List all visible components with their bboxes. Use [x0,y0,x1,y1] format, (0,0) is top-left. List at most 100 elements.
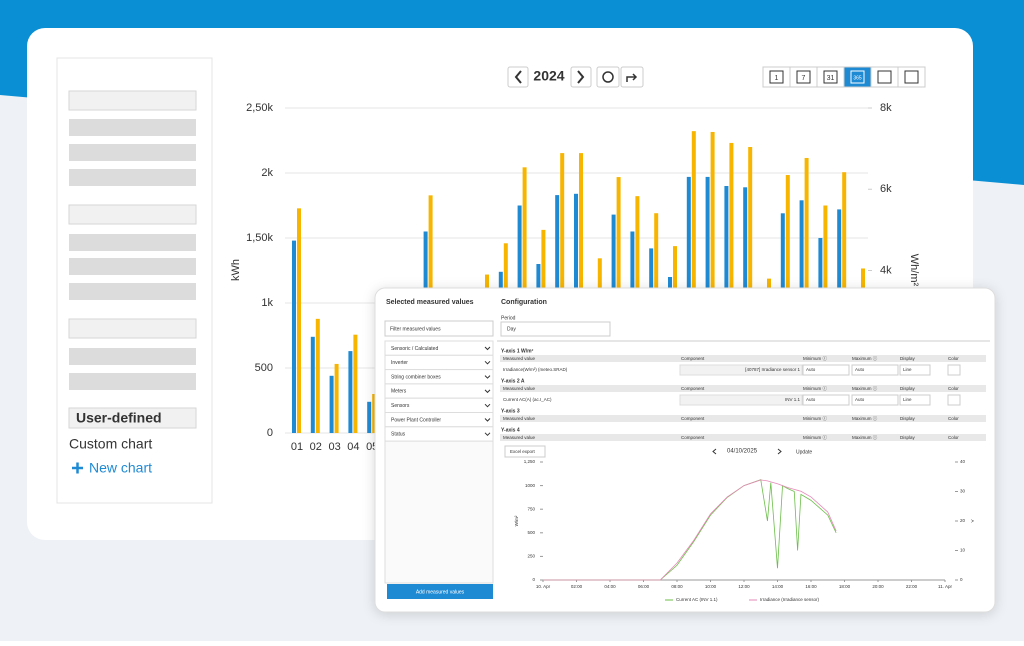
active-item[interactable] [68,407,197,429]
axis-title: Y-axis 4 [501,427,520,433]
column-header: Maximum ⓘ [852,355,878,362]
bar [297,208,301,433]
view-label: 1 [775,75,779,82]
y-tick-label: 0 [532,577,535,582]
component: INV 1.1 [785,397,801,402]
input[interactable] [851,394,899,406]
y-tick-label: 1,50k [246,232,273,244]
display-select[interactable] [899,394,931,406]
color-swatch[interactable] [947,394,961,406]
line [543,479,837,581]
input-value: Auto [806,367,816,372]
x-tick-label: 16:00 [805,584,817,589]
button[interactable] [570,66,592,88]
y2-tick-label: 10 [960,548,966,553]
new-chart[interactable]: New chart [89,460,152,476]
placeholder [68,318,197,339]
column-header: Component [681,356,705,361]
bar [310,336,315,433]
x-tick-label: 03 [328,441,340,453]
chevron [484,418,491,422]
x-tick-label: 18:00 [839,584,851,589]
y-tick-label: 0 [267,427,273,439]
y-tick-label: 500 [527,530,535,535]
group-label: Meters [391,389,407,395]
bar [691,131,696,433]
input[interactable] [802,364,850,376]
refresh-icon [602,71,614,83]
display-select[interactable] [899,364,931,376]
plus-icon [72,462,83,474]
placeholder [69,283,196,300]
bar [710,131,715,433]
input-value: Auto [806,397,816,402]
y2-tick-label: 0 [960,577,963,582]
column-header: Measured value [503,356,536,361]
y-axis-label: W/m² [514,515,519,526]
bar [372,394,377,433]
bar [348,351,353,433]
add-button[interactable] [387,584,493,599]
column-header: Measured value [503,435,536,440]
component-field [679,364,803,376]
share-icon [626,73,638,82]
placeholder [69,373,196,390]
placeholder [68,204,197,225]
x-tick-label: 02 [310,441,322,453]
chevron [712,448,717,455]
component-field [679,394,803,406]
column-header: Color [948,435,959,440]
axis-title: Y-axis 1 W/m² [501,348,534,354]
filter-input[interactable] [384,320,494,337]
x-tick-label: 10:00 [705,584,717,589]
y2-tick-label: 20 [960,518,966,523]
period-select[interactable] [500,321,611,337]
legend-label: Irradiance (Irradiance sensor) [760,597,820,602]
y2-axis-label: A [970,519,975,522]
menu-item: Custom chart [69,436,152,452]
button[interactable] [507,66,529,88]
group-label: Sensors [391,403,410,409]
legend-label: Current AC (INV 1.1) [676,597,718,602]
chevron [484,432,491,437]
period-value: Day [507,326,516,332]
input-value: Auto [855,397,865,402]
measured-value: Irradiance(W/m²) (meteo.SRAD) [503,367,568,372]
x-tick-label: 04:00 [604,584,616,589]
group-label: Sensoric / Calculated [391,346,438,352]
table-header [500,385,986,392]
column-header: Minimum ⓘ [803,385,828,392]
bar [329,375,334,433]
x-tick-label: 08:00 [671,584,683,589]
column-header: Display [900,416,916,421]
excel-button[interactable] [504,445,546,458]
y2-tick-label: 40 [960,459,966,464]
chevron [577,70,585,84]
update: Update [796,449,812,455]
calendar-icon [796,70,811,84]
group-item[interactable] [384,426,494,442]
bar [334,363,339,433]
view-button[interactable] [897,66,926,88]
y-axis-label: kWh [230,259,242,281]
placeholder [69,258,196,275]
y-tick-label: 1000 [525,483,536,488]
view-button[interactable] [870,66,899,88]
button[interactable] [596,66,620,88]
chevron [484,346,491,351]
x-tick-label: 02:00 [571,584,583,589]
column-header: Display [900,435,916,440]
input[interactable] [802,394,850,406]
column-header: Measured value [503,416,536,421]
chevron [777,448,782,455]
placeholder [68,90,197,111]
input[interactable] [851,364,899,376]
column-header: Component [681,435,705,440]
y-tick-label: 2,50k [246,102,273,114]
calendar-icon [769,70,784,84]
y-tick-label: 750 [527,506,535,511]
color-swatch[interactable] [947,364,961,376]
group-label: String combiner boxes [391,374,441,380]
view-label: 7 [802,75,806,82]
